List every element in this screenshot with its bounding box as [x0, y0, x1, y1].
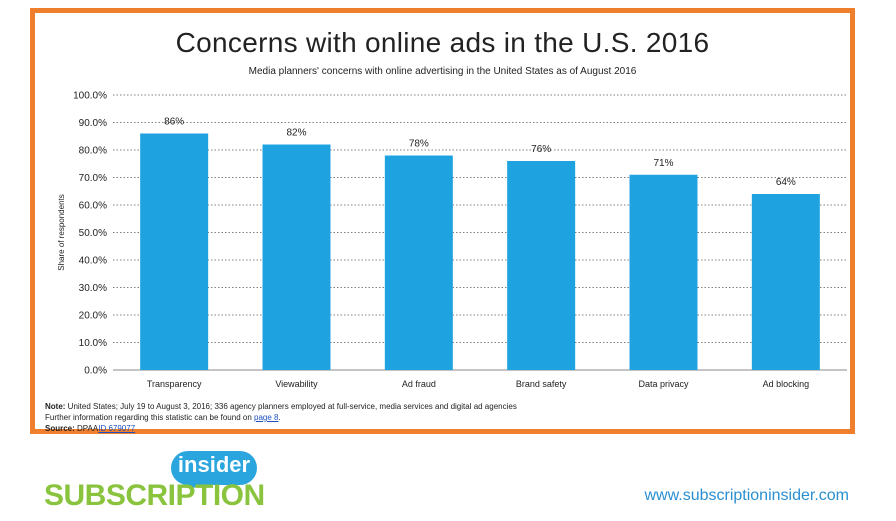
- y-tick-label: 100.0%: [73, 91, 107, 102]
- note-label: Note:: [45, 402, 66, 411]
- source-line: Source: DPAAID 679077: [45, 423, 517, 434]
- y-tick-label: 30.0%: [79, 283, 107, 294]
- source-id-link[interactable]: ID 679077: [98, 424, 136, 433]
- data-label: 82%: [286, 128, 306, 139]
- bar: [751, 194, 820, 370]
- speech-bubble-icon: [171, 451, 257, 485]
- data-label: 71%: [653, 158, 673, 169]
- logo-insider-text: insider: [177, 452, 251, 477]
- y-tick-label: 0.0%: [84, 366, 107, 377]
- data-label: 86%: [164, 117, 184, 128]
- bar: [629, 174, 698, 370]
- y-tick-label: 10.0%: [79, 338, 107, 349]
- page-link[interactable]: page 8: [254, 413, 279, 422]
- bar: [507, 161, 576, 370]
- logo-subscription-text: SUBSCRIPTION: [44, 479, 265, 512]
- y-tick-label: 70.0%: [79, 173, 107, 184]
- chart-subtitle: Media planners' concerns with online adv…: [248, 66, 637, 77]
- y-tick-label: 40.0%: [79, 256, 107, 267]
- data-label: 76%: [531, 144, 551, 155]
- y-tick-label: 20.0%: [79, 311, 107, 322]
- x-tick-label: Brand safety: [516, 379, 567, 389]
- bar: [262, 144, 331, 370]
- chart-frame: Concerns with online ads in the U.S. 201…: [30, 8, 855, 434]
- y-tick-label: 50.0%: [79, 228, 107, 239]
- further-info-line: Further information regarding this stati…: [45, 412, 517, 423]
- y-axis-title: Share of respondents: [57, 194, 66, 271]
- x-tick-label: Ad fraud: [402, 379, 436, 389]
- y-tick-label: 80.0%: [79, 146, 107, 157]
- data-label: 64%: [776, 177, 796, 188]
- x-tick-label: Data privacy: [638, 379, 689, 389]
- source-label: Source:: [45, 424, 75, 433]
- further-text: Further information regarding this stati…: [45, 413, 254, 422]
- source-text: DPAA: [74, 424, 99, 433]
- note-line: Note: United States; July 19 to August 3…: [45, 401, 517, 412]
- subscription-insider-logo: insider SUBSCRIPTION: [40, 449, 280, 513]
- bar: [140, 133, 209, 370]
- x-tick-label: Transparency: [147, 379, 202, 389]
- chart-note: Note: United States; July 19 to August 3…: [45, 401, 517, 434]
- note-text: United States; July 19 to August 3, 2016…: [65, 402, 517, 411]
- x-tick-label: Viewability: [275, 379, 318, 389]
- bar-chart: 0.0% 10.0% 20.0% 30.0% 40.0% 50.0% 60.0% 70.0% 8…: [57, 91, 847, 389]
- chart-title: Concerns with online ads in the U.S. 201…: [175, 27, 710, 58]
- data-label: 78%: [409, 139, 429, 150]
- further-end: .: [278, 413, 281, 422]
- x-tick-label: Ad blocking: [763, 379, 810, 389]
- bar: [384, 155, 453, 370]
- website-url[interactable]: www.subscriptioninsider.com: [644, 487, 849, 504]
- y-tick-label: 60.0%: [79, 201, 107, 212]
- y-tick-label: 90.0%: [79, 118, 107, 129]
